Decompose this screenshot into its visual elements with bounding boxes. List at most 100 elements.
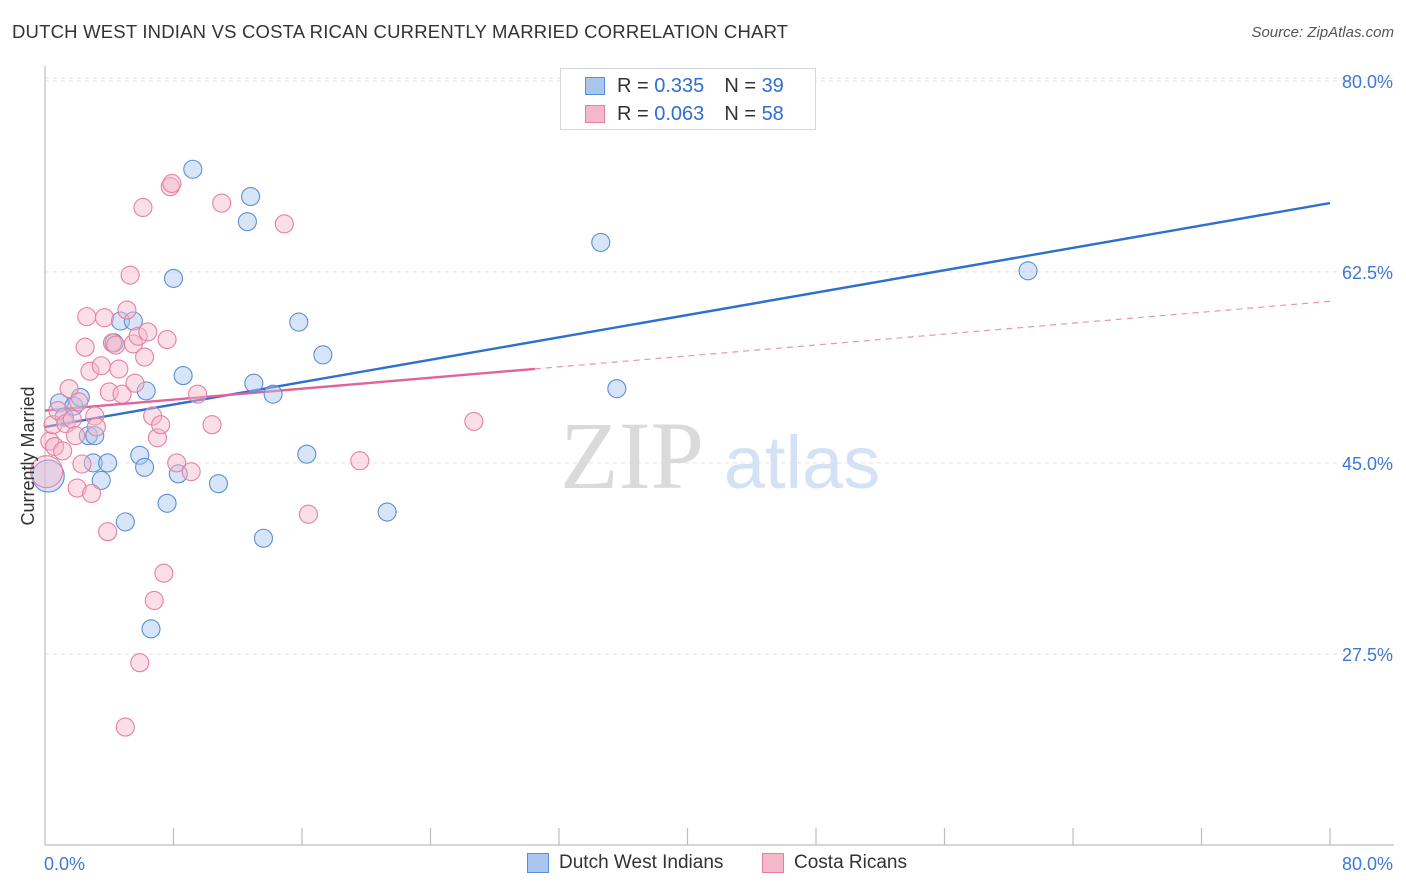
- n-label: N =: [724, 102, 756, 125]
- costa-rican-point: [188, 384, 208, 404]
- costa-rican-point: [162, 173, 182, 193]
- costa-rican-point: [69, 392, 89, 412]
- costa-rican-point: [138, 322, 158, 342]
- dutch-west-indian-point: [241, 187, 261, 207]
- costa-rican-point: [135, 347, 155, 367]
- dutch-west-indian-point: [141, 619, 161, 639]
- costa-rican-point: [86, 417, 106, 437]
- dutch-west-indian-point: [1018, 261, 1038, 281]
- costa-rican-point: [128, 326, 148, 346]
- blue-swatch: [585, 77, 605, 95]
- watermark-atlas: atlas: [724, 421, 880, 504]
- dutch-west-indian-point: [253, 528, 274, 548]
- legend-item-costa-ricans: Costa Ricans: [762, 852, 907, 874]
- costa-rican-point: [75, 337, 95, 357]
- costa-rican-point: [77, 307, 97, 327]
- costa-rican-point: [98, 522, 118, 542]
- legend-item-dutch-west-indians: Dutch West Indians: [527, 852, 723, 874]
- costa-rican-point: [30, 455, 64, 489]
- y-tick-label: 45.0%: [1342, 454, 1393, 474]
- y-tick-label: 27.5%: [1342, 645, 1393, 665]
- trend-line-solid: [44, 201, 1331, 429]
- dutch-west-indian-point: [183, 159, 203, 179]
- costa-rican-point: [94, 308, 114, 328]
- tick-labels: 27.5% 45.0% 62.5% 80.0% 0.0% 80.0%: [44, 72, 1393, 874]
- dutch-west-indian-point: [313, 345, 333, 365]
- r-value: 0.335: [654, 74, 705, 97]
- costa-rican-point: [130, 653, 150, 673]
- costa-rican-point: [72, 454, 92, 474]
- costa-rican-point: [102, 333, 123, 353]
- trend-line-solid: [44, 367, 536, 412]
- dutch-west-indian-point: [208, 474, 229, 494]
- dutch-west-indian-point: [136, 381, 156, 401]
- n-label: N =: [724, 74, 756, 97]
- scatter-points: [30, 159, 1038, 737]
- r-label: R =: [617, 102, 649, 125]
- costa-rican-point: [82, 483, 102, 504]
- dutch-west-indian-point: [130, 445, 150, 465]
- trend-lines: [44, 201, 1331, 429]
- stats-legend: R = 0.335 N = 39 R = 0.063 N = 58: [560, 68, 816, 130]
- costa-rican-point: [298, 504, 318, 524]
- costa-rican-point: [154, 563, 174, 583]
- costa-rican-point: [350, 451, 370, 471]
- costa-rican-point: [112, 384, 132, 404]
- costa-rican-point: [59, 379, 79, 399]
- x-tick-label-max: 80.0%: [1342, 854, 1393, 874]
- watermark-zip: ZIP: [560, 402, 704, 509]
- costa-rican-point: [202, 415, 222, 435]
- dutch-west-indian-point: [297, 444, 317, 464]
- legend-label: Dutch West Indians: [559, 852, 724, 873]
- dutch-west-indian-point: [244, 373, 264, 393]
- blue-swatch: [527, 853, 549, 873]
- costa-rican-point: [91, 356, 111, 376]
- dutch-west-indian-point: [123, 311, 143, 331]
- costa-rican-point: [106, 335, 126, 355]
- costa-rican-point: [274, 214, 294, 234]
- chart-title: DUTCH WEST INDIAN VS COSTA RICAN CURRENT…: [12, 21, 789, 42]
- costa-rican-point: [125, 373, 145, 393]
- costa-rican-point: [117, 300, 137, 320]
- costa-rican-point: [53, 441, 73, 461]
- grid-lines: [45, 77, 1394, 655]
- costa-rican-point: [464, 411, 484, 431]
- y-tick-label: 62.5%: [1342, 263, 1393, 283]
- axes: [44, 66, 1394, 846]
- dutch-west-indian-point: [49, 393, 70, 413]
- dutch-west-indian-point: [237, 212, 257, 232]
- dutch-west-indian-point: [289, 312, 309, 332]
- y-tick-label: 80.0%: [1342, 72, 1393, 92]
- stats-row-costa-ricans: R = 0.063 N = 58: [585, 101, 784, 127]
- dutch-west-indian-point: [263, 384, 283, 404]
- costa-rican-point: [65, 426, 86, 446]
- dutch-west-indian-point: [607, 379, 627, 399]
- costa-rican-point: [151, 415, 171, 435]
- costa-rican-point: [67, 478, 87, 498]
- x-tick-label-min: 0.0%: [44, 854, 85, 874]
- legend-label: Costa Ricans: [794, 852, 907, 873]
- costa-rican-point: [181, 462, 201, 482]
- dutch-west-indian-point: [91, 470, 111, 490]
- costa-rican-point: [157, 330, 177, 350]
- dutch-west-indian-point: [591, 232, 611, 252]
- y-axis-label: Currently Married: [18, 386, 38, 525]
- dutch-west-indian-point: [115, 512, 135, 532]
- costa-rican-point: [167, 453, 187, 473]
- costa-rican-point: [212, 193, 232, 213]
- dutch-west-indian-point: [98, 453, 118, 473]
- costa-rican-point: [120, 265, 140, 285]
- dutch-west-indian-point: [173, 366, 193, 386]
- source-label: Source: ZipAtlas.com: [1251, 24, 1394, 41]
- pink-swatch: [762, 853, 784, 873]
- watermark: ZIP atlas: [560, 402, 880, 509]
- n-value: 58: [761, 102, 784, 125]
- costa-rican-point: [62, 409, 82, 429]
- stats-row-dutch-west-indians: R = 0.335 N = 39: [585, 73, 784, 99]
- r-value: 0.063: [654, 102, 705, 125]
- pink-swatch: [585, 105, 605, 123]
- dutch-west-indian-point: [135, 457, 155, 477]
- costa-rican-point: [80, 361, 100, 381]
- costa-rican-point: [109, 359, 129, 379]
